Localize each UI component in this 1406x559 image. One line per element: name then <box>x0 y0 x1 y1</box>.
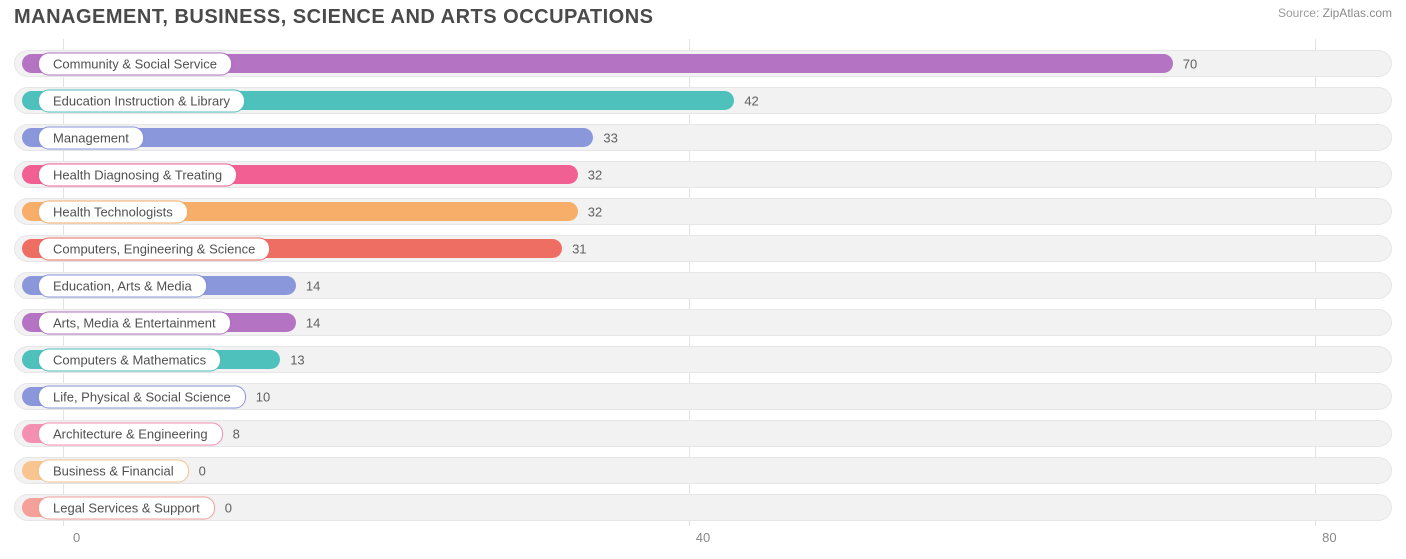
bar-row: Education, Arts & Media 14 <box>14 269 1392 302</box>
bar-row: Legal Services & Support 0 <box>14 491 1392 524</box>
bar-row: Arts, Media & Entertainment 14 <box>14 306 1392 339</box>
bar-value: 13 <box>290 352 304 367</box>
bar-row: Life, Physical & Social Science 10 <box>14 380 1392 413</box>
bar-label: Legal Services & Support <box>38 496 215 519</box>
x-axis-tick: 40 <box>696 530 710 545</box>
bar-row: Architecture & Engineering 8 <box>14 417 1392 450</box>
bar-value: 32 <box>588 167 602 182</box>
bar-row: Education Instruction & Library 42 <box>14 84 1392 117</box>
bar-value: 32 <box>588 204 602 219</box>
x-axis: 0 40 80 <box>14 528 1392 550</box>
bar-row: Community & Social Service 70 <box>14 47 1392 80</box>
bar-label: Architecture & Engineering <box>38 422 223 445</box>
bar-label: Life, Physical & Social Science <box>38 385 246 408</box>
source-name: ZipAtlas.com <box>1323 6 1392 20</box>
bar-track <box>14 457 1392 484</box>
source-label: Source: <box>1278 6 1319 20</box>
x-axis-tick: 0 <box>73 530 80 545</box>
bar-chart: Community & Social Service 70 Education In… <box>0 39 1406 550</box>
bar-label: Health Diagnosing & Treating <box>38 163 237 186</box>
x-axis-tick: 80 <box>1322 530 1336 545</box>
chart-title: MANAGEMENT, BUSINESS, SCIENCE AND ARTS O… <box>14 6 653 29</box>
bar-label: Education Instruction & Library <box>38 89 245 112</box>
bar-value: 31 <box>572 241 586 256</box>
bar-row: Management 33 <box>14 121 1392 154</box>
bar-label: Computers & Mathematics <box>38 348 221 371</box>
bar-row: Health Diagnosing & Treating 32 <box>14 158 1392 191</box>
bar-label: Management <box>38 126 144 149</box>
bar-value: 14 <box>306 278 320 293</box>
source-attribution: Source: ZipAtlas.com <box>1278 6 1392 20</box>
bar-row: Health Technologists 32 <box>14 195 1392 228</box>
bar-label: Health Technologists <box>38 200 188 223</box>
bar-value: 70 <box>1183 56 1197 71</box>
bar-value: 0 <box>225 500 232 515</box>
bar-label: Education, Arts & Media <box>38 274 207 297</box>
bar-row: Computers, Engineering & Science 31 <box>14 232 1392 265</box>
bar-value: 14 <box>306 315 320 330</box>
bar-label: Business & Financial <box>38 459 189 482</box>
bar-track <box>14 494 1392 521</box>
bar-row: Business & Financial 0 <box>14 454 1392 487</box>
bar-value: 10 <box>256 389 270 404</box>
chart-header: MANAGEMENT, BUSINESS, SCIENCE AND ARTS O… <box>0 0 1406 39</box>
bar-label: Computers, Engineering & Science <box>38 237 270 260</box>
bar-value: 33 <box>603 130 617 145</box>
bar-label: Arts, Media & Entertainment <box>38 311 231 334</box>
bar-label: Community & Social Service <box>38 52 232 75</box>
bar-value: 0 <box>199 463 206 478</box>
bar-value: 42 <box>744 93 758 108</box>
bar-value: 8 <box>233 426 240 441</box>
bar-row: Computers & Mathematics 13 <box>14 343 1392 376</box>
